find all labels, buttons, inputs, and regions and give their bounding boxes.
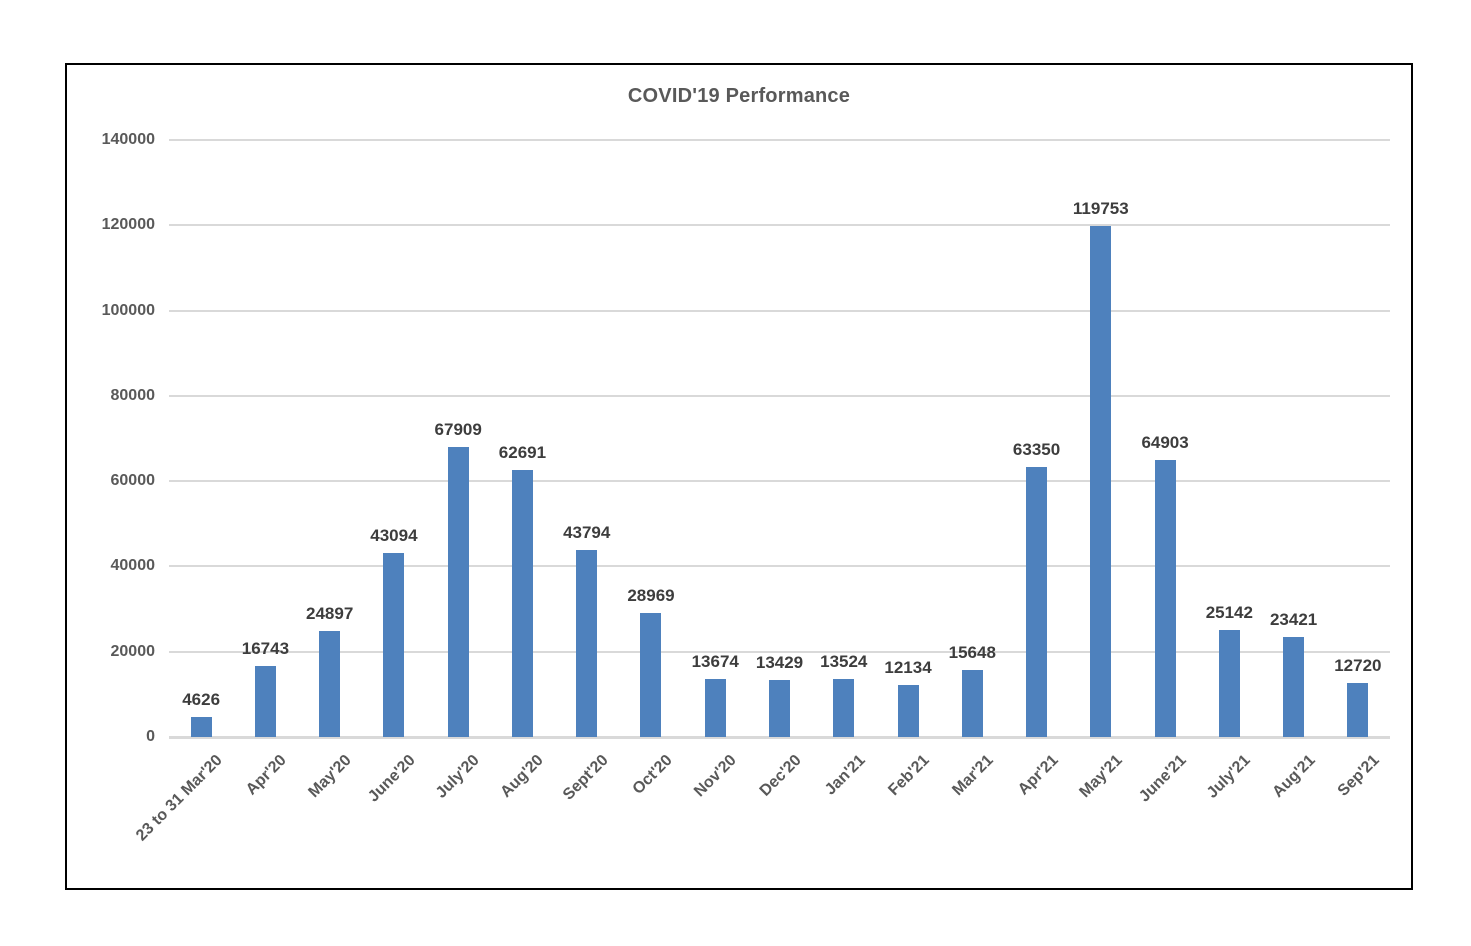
bar-value-label: 15648 bbox=[948, 643, 996, 663]
y-axis-tick-label: 120000 bbox=[101, 216, 155, 234]
bar bbox=[1090, 226, 1112, 737]
gridline bbox=[169, 224, 1390, 227]
bar bbox=[769, 679, 790, 737]
bar bbox=[190, 717, 212, 737]
y-axis-tick-label: 20000 bbox=[110, 642, 156, 660]
gridline bbox=[169, 565, 1390, 568]
bar bbox=[1026, 466, 1048, 737]
y-axis-tick-label: 0 bbox=[146, 728, 155, 745]
bar bbox=[1347, 682, 1369, 737]
bar bbox=[254, 665, 276, 737]
y-axis-tick-label: 100000 bbox=[101, 301, 155, 319]
bar bbox=[704, 678, 726, 737]
bar-value-label: 13674 bbox=[691, 651, 739, 671]
bar bbox=[833, 679, 855, 737]
bar bbox=[576, 550, 598, 737]
bar bbox=[447, 447, 469, 737]
bar-value-label: 12134 bbox=[884, 658, 932, 678]
bar-value-label: 25142 bbox=[1205, 602, 1253, 622]
bar-value-label: 16743 bbox=[241, 638, 290, 658]
bar bbox=[961, 670, 983, 737]
bar bbox=[1154, 460, 1176, 737]
gridline bbox=[169, 480, 1390, 483]
bar-value-label: 13429 bbox=[755, 652, 804, 672]
bar-value-label: 23421 bbox=[1269, 610, 1318, 630]
bar bbox=[1283, 637, 1305, 737]
bar bbox=[897, 685, 919, 737]
bar bbox=[383, 553, 405, 737]
chart-frame bbox=[65, 63, 1413, 890]
bar-value-label: 63350 bbox=[1012, 439, 1061, 459]
bar bbox=[640, 613, 662, 737]
bar-value-label: 119753 bbox=[1072, 199, 1129, 219]
y-axis-tick-label: 40000 bbox=[110, 557, 156, 575]
y-axis-tick-label: 140000 bbox=[101, 131, 155, 148]
bar-value-label: 13524 bbox=[820, 652, 868, 672]
bar-value-label: 67909 bbox=[434, 420, 482, 440]
bar-value-label: 28969 bbox=[627, 586, 675, 606]
bar-value-label: 64903 bbox=[1141, 433, 1189, 453]
chart-title: COVID'19 Performance bbox=[627, 85, 851, 107]
gridline bbox=[169, 309, 1390, 312]
y-axis-tick-label: 80000 bbox=[110, 386, 156, 404]
bar-value-label: 24897 bbox=[306, 603, 354, 623]
bar-value-label: 12720 bbox=[1334, 655, 1382, 675]
y-axis-tick-label: 60000 bbox=[110, 472, 156, 490]
gridline bbox=[169, 650, 1390, 653]
bar-value-label: 4626 bbox=[182, 690, 221, 710]
bar-value-label: 62691 bbox=[498, 442, 547, 462]
x-axis-line bbox=[169, 735, 1390, 739]
bar-value-label: 43794 bbox=[563, 523, 611, 543]
bar bbox=[319, 630, 341, 737]
bar-value-label: 43094 bbox=[370, 526, 418, 546]
bar bbox=[511, 469, 533, 737]
gridline bbox=[169, 394, 1390, 397]
gridline bbox=[169, 139, 1390, 141]
bar bbox=[1218, 629, 1240, 737]
